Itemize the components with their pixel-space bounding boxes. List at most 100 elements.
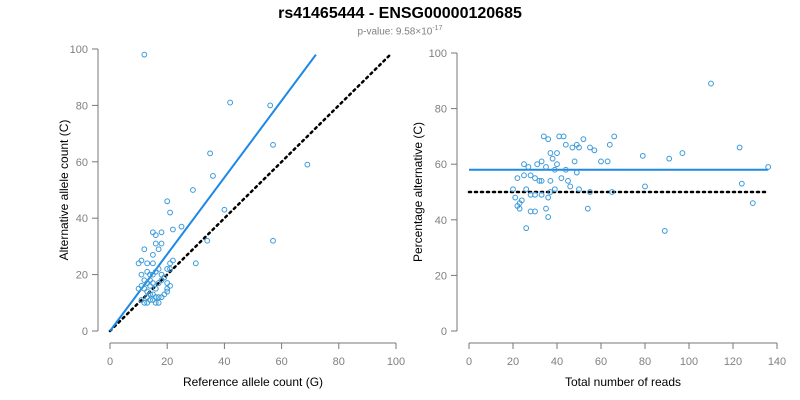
data-point [598,158,604,165]
y-tick-label: 40 [435,215,447,227]
data-point [765,164,772,170]
data-point [270,237,276,244]
data-point [738,180,745,187]
data-point [562,141,569,148]
data-point [178,223,185,230]
data-point [523,186,530,193]
x-tick-label: 60 [275,356,287,368]
data-point [155,299,162,306]
data-point [167,282,173,289]
data-point [543,164,549,170]
data-point [554,150,560,156]
data-point [141,277,148,284]
data-point [267,102,274,109]
data-point [158,271,165,278]
data-point [514,175,521,182]
x-tick-label: 120 [724,356,742,368]
data-point [554,161,560,168]
data-point [532,191,538,198]
data-point [210,173,216,179]
data-point [164,280,171,286]
x-tick-label: 60 [595,356,607,368]
data-point [547,189,554,195]
data-point [204,237,211,244]
data-point [545,136,552,143]
data-point [152,285,159,292]
chart-title: rs41465444 - ENSG00000120685 [278,5,522,22]
data-point [158,240,165,247]
data-point [161,291,168,298]
data-point [639,152,646,159]
data-point [547,177,554,184]
data-point [545,194,552,201]
data-point [606,141,613,148]
data-point [576,186,582,193]
data-point [304,161,311,168]
data-point [587,189,593,195]
data-point [736,144,743,151]
y-tick-label: 100 [429,48,447,60]
reference-line [108,53,392,333]
data-point [141,246,148,253]
data-point [155,294,162,301]
x-tick-label: 80 [639,356,651,368]
data-point [560,133,567,140]
data-point [534,161,541,168]
data-point [661,228,668,234]
data-point [207,150,214,157]
data-point [569,144,576,151]
data-point [545,214,552,220]
data-point [135,285,142,292]
data-point [147,282,153,289]
data-point [150,251,156,258]
data-point [565,177,571,184]
data-point [523,225,530,232]
data-point [527,172,534,179]
data-point [604,158,611,165]
data-point [155,246,162,253]
data-point [152,240,159,247]
data-point [562,166,569,173]
x-tick-label: 80 [333,356,345,368]
plot-panel-2: 0 20 40 60 80 100 120 140 0 20 40 60 80 100 Total numb… [411,48,786,389]
data-point [521,172,527,179]
y-axis-label: Alternative allele count (C) [57,120,71,261]
data-point [532,175,538,182]
x-tick-label: 100 [680,356,698,368]
data-point [516,205,523,212]
data-point [549,155,556,162]
y-tick-label: 0 [441,326,447,338]
data-point [532,208,538,215]
data-point [538,177,545,184]
data-point [152,232,159,239]
y-tick-label: 80 [435,104,447,116]
data-point [587,144,593,151]
data-point [540,133,547,140]
data-point [164,266,171,272]
data-point [167,209,173,216]
data-point [138,257,145,264]
x-tick-label: 0 [466,356,472,368]
data-point [144,268,151,275]
data-point [571,158,578,165]
data-point [161,274,168,281]
data-point [609,189,615,195]
data-point [167,260,173,267]
data-point [749,200,756,207]
data-point [144,260,151,267]
data-point [567,183,574,190]
x-tick-label: 40 [218,356,230,368]
y-tick-label: 60 [435,159,447,171]
data-point [518,197,525,204]
data-point [147,271,153,278]
data-point [221,206,228,213]
x-tick-label: 20 [507,356,519,368]
data-point [584,205,591,212]
chart-subtitle: p-value: 9.58×10-17 [0,25,800,37]
y-tick-label: 100 [70,44,88,56]
data-point [155,266,162,272]
data-point [536,177,543,184]
data-point [576,144,582,151]
plot-panel-1: 0 20 40 60 80 100 0 20 40 60 80 100 Reference allele… [57,44,405,389]
